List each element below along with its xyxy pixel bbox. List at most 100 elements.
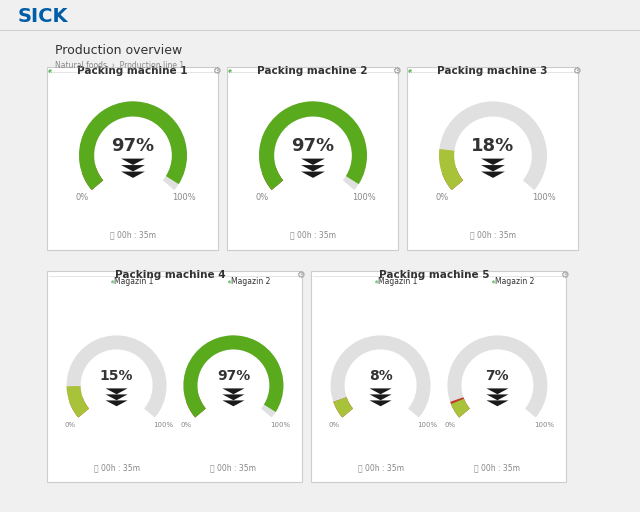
Wedge shape [67, 335, 166, 418]
Text: ⧖ 00h : 35m: ⧖ 00h : 35m [474, 463, 520, 473]
FancyBboxPatch shape [408, 68, 579, 250]
Text: 7%: 7% [486, 369, 509, 383]
Text: Packing machine 5: Packing machine 5 [379, 270, 489, 280]
Wedge shape [450, 397, 470, 418]
Circle shape [229, 70, 231, 72]
Polygon shape [106, 389, 127, 394]
Text: Packing machine 1: Packing machine 1 [77, 66, 188, 76]
Polygon shape [369, 400, 392, 406]
Text: 100%: 100% [352, 194, 376, 202]
Text: ⧖ 00h : 35m: ⧖ 00h : 35m [211, 463, 257, 473]
Polygon shape [486, 394, 508, 400]
Text: ✓: ✓ [111, 280, 115, 285]
Polygon shape [301, 172, 325, 178]
Text: Packing machine 3: Packing machine 3 [436, 66, 547, 76]
Polygon shape [301, 159, 325, 165]
Text: ⧖ 00h : 35m: ⧖ 00h : 35m [470, 230, 516, 240]
Polygon shape [223, 389, 244, 394]
Text: Magazin 1: Magazin 1 [114, 278, 154, 287]
Wedge shape [451, 399, 470, 418]
Text: 97%: 97% [217, 369, 250, 383]
Wedge shape [79, 101, 187, 190]
Polygon shape [223, 394, 244, 400]
Wedge shape [184, 335, 284, 418]
Wedge shape [82, 168, 103, 190]
Text: 0%: 0% [256, 194, 269, 202]
Text: 15%: 15% [100, 369, 133, 383]
Text: Production overview: Production overview [55, 44, 182, 56]
Circle shape [49, 70, 51, 72]
Polygon shape [481, 172, 505, 178]
FancyBboxPatch shape [312, 271, 566, 482]
Text: ✓: ✓ [492, 280, 496, 285]
Text: 8%: 8% [369, 369, 392, 383]
Text: Magazin 2: Magazin 2 [495, 278, 534, 287]
Text: Magazin 2: Magazin 2 [231, 278, 270, 287]
Text: Packing machine 4: Packing machine 4 [115, 270, 225, 280]
Polygon shape [121, 159, 145, 165]
Polygon shape [106, 394, 127, 400]
Text: ✓: ✓ [374, 280, 379, 285]
Text: 100%: 100% [154, 422, 173, 428]
Wedge shape [442, 168, 463, 190]
Polygon shape [121, 172, 145, 178]
Text: 0%: 0% [328, 422, 339, 428]
Wedge shape [439, 101, 547, 190]
Text: 100%: 100% [532, 194, 556, 202]
Wedge shape [333, 397, 353, 418]
Polygon shape [369, 394, 392, 400]
FancyBboxPatch shape [227, 68, 399, 250]
Text: 0%: 0% [181, 422, 192, 428]
Text: ⚙: ⚙ [572, 66, 580, 76]
Polygon shape [121, 165, 145, 172]
Wedge shape [186, 397, 206, 418]
Text: 100%: 100% [172, 194, 195, 202]
Text: ⧖ 00h : 35m: ⧖ 00h : 35m [290, 230, 336, 240]
Text: 100%: 100% [534, 422, 554, 428]
Text: 0%: 0% [76, 194, 89, 202]
Wedge shape [447, 335, 547, 418]
Wedge shape [331, 335, 431, 418]
Circle shape [112, 281, 113, 283]
Text: ⧖ 00h : 35m: ⧖ 00h : 35m [93, 463, 140, 473]
Wedge shape [259, 101, 367, 190]
Text: ⚙: ⚙ [212, 66, 221, 76]
Text: ⚙: ⚙ [392, 66, 401, 76]
Text: Packing machine 2: Packing machine 2 [257, 66, 367, 76]
Wedge shape [79, 101, 187, 190]
Text: 97%: 97% [291, 137, 335, 155]
Polygon shape [369, 389, 392, 394]
Polygon shape [486, 389, 508, 394]
Text: ⧖ 00h : 35m: ⧖ 00h : 35m [110, 230, 156, 240]
Polygon shape [481, 165, 505, 172]
Text: ✓: ✓ [408, 69, 413, 74]
Text: 0%: 0% [64, 422, 76, 428]
Circle shape [376, 281, 378, 283]
Text: Natural foods  ›  Production line 1: Natural foods › Production line 1 [55, 61, 184, 71]
Polygon shape [481, 159, 505, 165]
Wedge shape [439, 149, 463, 190]
Polygon shape [486, 400, 508, 406]
Text: ✓: ✓ [228, 69, 233, 74]
Text: 0%: 0% [445, 422, 456, 428]
Polygon shape [301, 165, 325, 172]
FancyBboxPatch shape [47, 68, 218, 250]
Text: 97%: 97% [111, 137, 155, 155]
Text: SICK: SICK [18, 8, 68, 27]
Wedge shape [262, 168, 284, 190]
Text: 18%: 18% [472, 137, 515, 155]
Polygon shape [106, 400, 127, 406]
Text: 0%: 0% [436, 194, 449, 202]
Wedge shape [333, 397, 353, 418]
Text: 100%: 100% [270, 422, 291, 428]
Text: ⚙: ⚙ [296, 270, 305, 280]
Circle shape [493, 281, 495, 283]
Text: 100%: 100% [417, 422, 438, 428]
Polygon shape [223, 400, 244, 406]
FancyBboxPatch shape [47, 271, 303, 482]
Wedge shape [67, 386, 89, 418]
Wedge shape [259, 101, 367, 190]
Text: ⧖ 00h : 35m: ⧖ 00h : 35m [358, 463, 404, 473]
Wedge shape [184, 335, 284, 418]
Text: ✓: ✓ [228, 280, 232, 285]
